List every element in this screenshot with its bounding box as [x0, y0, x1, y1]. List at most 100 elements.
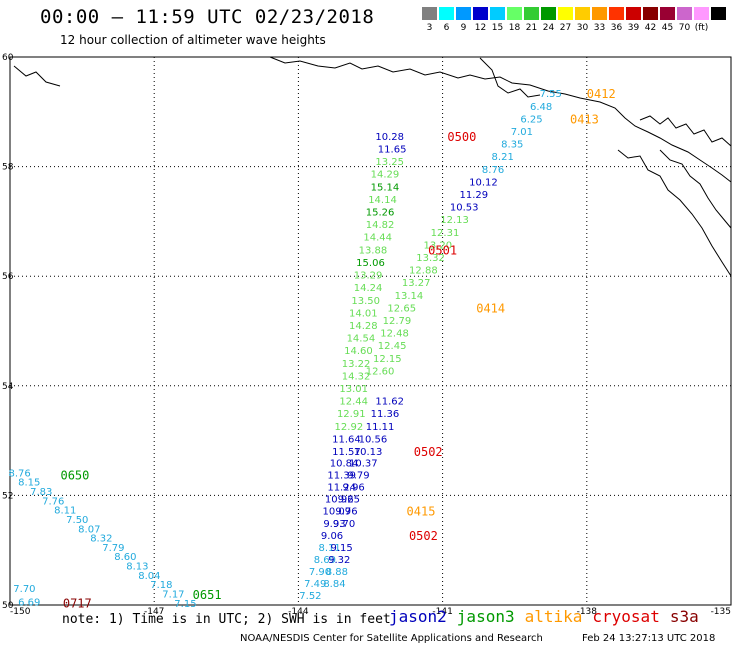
color-scale-label: 9: [460, 23, 467, 33]
wave-height-value: 11.62: [375, 397, 404, 408]
color-scale-label: 6: [443, 23, 450, 33]
wave-height-value: 9.32: [328, 555, 350, 566]
wave-height-value: 14.14: [368, 195, 397, 206]
color-swatch: [523, 6, 540, 21]
color-scale: [421, 6, 727, 21]
pass-time-label: 0412: [587, 87, 616, 101]
map-frame: [9, 56, 732, 606]
wave-height-value: 7.79: [102, 543, 124, 554]
wave-height-value: 10.12: [469, 177, 498, 188]
color-scale-label: 36: [610, 23, 623, 33]
wave-height-value: 8.35: [501, 140, 523, 151]
color-swatch: [574, 6, 591, 21]
wave-height-value: 10.09: [323, 507, 352, 518]
wave-height-value: 13.29: [354, 271, 383, 282]
wave-height-value: 14.54: [347, 334, 376, 345]
wave-height-value: 12.31: [431, 228, 460, 239]
wave-height-value: 12.91: [337, 409, 366, 420]
wave-height-value: 14.01: [349, 308, 378, 319]
pass-time-label: 0651: [193, 588, 222, 602]
legend-jason3: jason3: [456, 607, 515, 626]
pass-time-label: 0500: [447, 130, 476, 144]
longitude-label: -135: [711, 607, 731, 617]
wave-height-value: 12.92: [335, 422, 364, 433]
wave-height-value: 11.24: [327, 483, 356, 494]
wave-height-value: 12.44: [339, 397, 368, 408]
longitude-label: -141: [432, 607, 452, 617]
wave-height-value: 8.60: [114, 552, 136, 563]
wave-height-value: 10.84: [330, 459, 359, 470]
wave-height-value: 10.53: [450, 203, 479, 214]
color-swatch: [676, 6, 693, 21]
wave-height-value: 7.17: [162, 589, 184, 600]
chart-title: 00:00 – 11:59 UTC 02/23/2018: [40, 6, 375, 28]
wave-height-value: 11.39: [327, 471, 356, 482]
wave-height-value: 7.90: [309, 567, 331, 578]
wave-height-value: 15.06: [356, 258, 385, 269]
wave-height-value: 12.88: [409, 266, 438, 277]
color-swatch: [489, 6, 506, 21]
chart-subtitle: 12 hour collection of altimeter wave hei…: [60, 33, 326, 47]
wave-height-value: 7.70: [13, 584, 35, 595]
color-swatch: [557, 6, 574, 21]
wave-height-value: 12.13: [440, 215, 469, 226]
wave-height-value: 12.65: [387, 303, 416, 314]
wave-height-value: 6.48: [530, 102, 552, 113]
wave-height-value: 11.36: [371, 409, 400, 420]
wave-height-value: 14.82: [366, 220, 395, 231]
wave-height-value: 15.26: [366, 208, 395, 219]
color-scale-label: 45: [661, 23, 674, 33]
wave-height-value: 10.13: [354, 447, 383, 458]
wave-height-value: 7.55: [540, 89, 562, 100]
color-swatch: [438, 6, 455, 21]
color-scale-label: 42: [644, 23, 657, 33]
latitude-label: 50: [2, 601, 14, 611]
wave-height-value: 7.52: [299, 591, 321, 602]
color-scale-label: 24: [542, 23, 555, 33]
color-scale-label: 3: [426, 23, 433, 33]
wave-height-value: 12.15: [373, 354, 402, 365]
pass-time-labels: 0500 0501 0502 0502 0412 0413 0414 0415 0650 0651…: [60, 87, 615, 610]
wave-height-value: 7.76: [42, 496, 64, 507]
wave-height-value: 7.49: [304, 579, 326, 590]
legend-jason2: jason2: [389, 607, 447, 626]
color-swatch: [608, 6, 625, 21]
longitude-label: -147: [144, 607, 164, 617]
generated-timestamp: Feb 24 13:27:13 UTC 2018: [582, 633, 716, 644]
wave-height-value: 9.79: [347, 471, 369, 482]
wave-height-value: 11.29: [460, 190, 489, 201]
units-note: note: 1) Time is in UTC; 2) SWH is in fe…: [62, 612, 391, 627]
wave-height-value: 6.25: [520, 114, 542, 125]
wave-height-value: 8.11: [54, 506, 76, 517]
wave-height-value: 11.11: [366, 422, 395, 433]
wave-height-value: 7.83: [30, 487, 52, 498]
wave-height-value: 11.57: [332, 447, 361, 458]
wave-height-value: 7.18: [150, 580, 172, 591]
longitude-label: -144: [288, 607, 309, 617]
wave-height-value: 14.60: [344, 346, 373, 357]
longitude-label: -150: [10, 607, 31, 617]
pass-time-label: 0650: [60, 469, 89, 483]
latitude-labels: 60 58 56 54 52 50: [2, 53, 14, 611]
wave-height-value: 10.96: [325, 495, 354, 506]
color-scale-label: 12: [474, 23, 487, 33]
wave-height-value: 13.32: [416, 253, 445, 264]
wave-height-value: 12.45: [378, 341, 407, 352]
wave-height-value: 12.79: [383, 316, 412, 327]
wave-height-value: 12.48: [380, 329, 409, 340]
footer-credit: NOAA/NESDIS Center for Satellite Applica…: [240, 633, 543, 644]
pass-time-label: 0415: [407, 505, 436, 519]
wave-height-value: 12.60: [366, 366, 395, 377]
wave-height-value: 10.37: [349, 459, 378, 470]
pass-time-label: 0501: [428, 243, 457, 257]
color-swatch: [710, 6, 727, 21]
color-swatch: [693, 6, 710, 21]
wave-height-value: 13.22: [342, 359, 371, 370]
color-swatch: [506, 6, 523, 21]
latitude-label: 54: [2, 382, 14, 392]
color-scale-label: 15: [491, 23, 504, 33]
satellite-legend: jason2 jason3 altika cryosat s3a: [389, 607, 709, 626]
wave-height-value: 14.24: [354, 283, 383, 294]
